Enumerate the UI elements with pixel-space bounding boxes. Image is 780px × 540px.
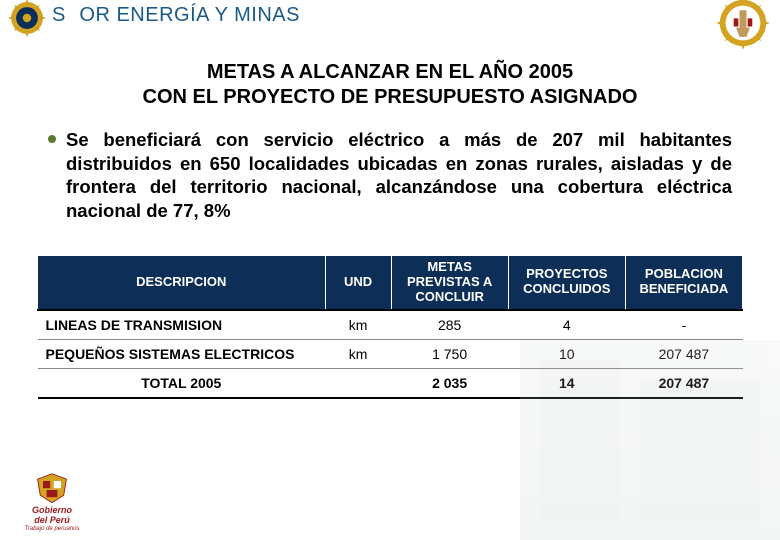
title-block: METAS A ALCANZAR EN EL AÑO 2005 CON EL P… <box>0 60 780 110</box>
gear-logo-left <box>6 0 48 39</box>
col-proyectos: PROYECTOS CONCLUIDOS <box>508 255 625 309</box>
footer-sub: Trabajo de peruanos <box>18 526 86 532</box>
title-line-1: METAS A ALCANZAR EN EL AÑO 2005 <box>60 60 720 85</box>
cell-desc: PEQUEÑOS SISTEMAS ELECTRICOS <box>38 339 326 368</box>
gear-logo-right <box>714 0 772 52</box>
gear-icon <box>6 0 48 39</box>
bullet-paragraph: Se beneficiará con servicio eléctrico a … <box>48 128 732 223</box>
col-und: UND <box>325 255 391 309</box>
cell-metas: 285 <box>391 310 508 340</box>
gear-icon <box>714 0 772 52</box>
cell-total-metas: 2 035 <box>391 368 508 398</box>
cell-und: km <box>325 339 391 368</box>
cell-und: km <box>325 310 391 340</box>
header-main: OR ENERGÍA Y MINAS <box>79 4 300 26</box>
cell-total-und <box>325 368 391 398</box>
cell-desc: LINEAS DE TRANSMISION <box>38 310 326 340</box>
cell-total-desc: TOTAL 2005 <box>38 368 326 398</box>
col-poblacion: POBLACION BENEFICIADA <box>625 255 742 309</box>
header-prefix: S <box>52 4 66 26</box>
cell-pob: - <box>625 310 742 340</box>
cell-metas: 1 750 <box>391 339 508 368</box>
footer-gov-logo: Gobierno del Perú Trabajo de peruanos <box>18 472 86 532</box>
footer-line2: del Perú <box>18 516 86 526</box>
col-metas: METAS PREVISTAS A CONCLUIR <box>391 255 508 309</box>
table-header-row: DESCRIPCION UND METAS PREVISTAS A CONCLU… <box>38 255 743 309</box>
table-row: LINEAS DE TRANSMISION km 285 4 - <box>38 310 743 340</box>
page-header: S OR ENERGÍA Y MINAS <box>0 0 780 30</box>
bullet-text: Se beneficiará con servicio eléctrico a … <box>66 128 732 223</box>
title-line-2: CON EL PROYECTO DE PRESUPUESTO ASIGNADO <box>60 85 720 110</box>
cell-proy: 4 <box>508 310 625 340</box>
background-building-image <box>520 340 780 540</box>
col-descripcion: DESCRIPCION <box>38 255 326 309</box>
header-org-text: S OR ENERGÍA Y MINAS <box>52 4 300 27</box>
bullet-icon <box>48 135 56 143</box>
shield-icon <box>34 472 70 504</box>
